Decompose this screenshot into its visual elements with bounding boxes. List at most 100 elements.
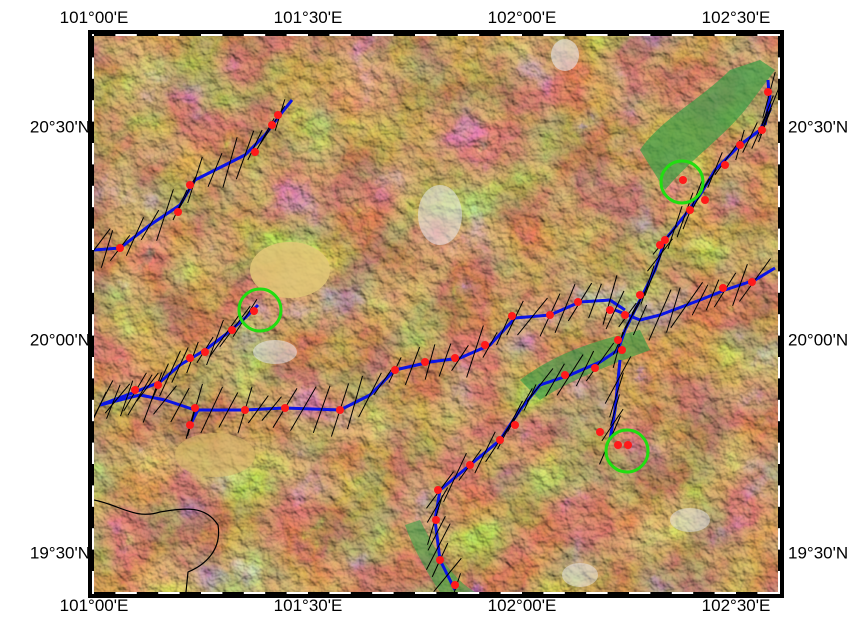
orientation-bar (691, 284, 709, 316)
orientation-bar (682, 180, 703, 230)
lat-label-right-1: 20°30'N (788, 117, 849, 137)
frame-tick (778, 121, 784, 143)
orientation-bar (170, 387, 190, 423)
orientation-bar (94, 380, 114, 418)
frame-tick (88, 421, 94, 443)
orientation-bar (624, 301, 641, 329)
orientation-bar (94, 228, 111, 251)
sample-point (451, 354, 459, 362)
frame-tick (88, 549, 94, 571)
sample-point (546, 311, 554, 319)
orientation-bar (466, 325, 484, 378)
frame-tick (778, 207, 784, 229)
lon-label-top-4: 102°30'E (701, 8, 771, 27)
frame-tick (522, 592, 544, 598)
orientation-bar (140, 209, 160, 241)
orientation-bar (666, 287, 681, 333)
orientation-bar (602, 275, 618, 325)
sample-point (511, 421, 519, 429)
sample-point (421, 358, 429, 366)
orientation-bar (235, 130, 255, 180)
orientation-bar (261, 396, 282, 421)
orientation-bar (496, 317, 509, 346)
sample-point (281, 404, 289, 412)
orientation-bar (206, 319, 224, 366)
frame-tick (479, 592, 501, 598)
orientation-bar (178, 176, 197, 209)
orientation-bar (222, 137, 238, 188)
orientation-bar (556, 354, 584, 396)
orientation-bar (159, 350, 181, 397)
frame-tick (88, 506, 94, 529)
lon-label-bottom-4: 102°30'E (701, 596, 771, 615)
frame-tick (222, 592, 244, 598)
sample-point (686, 206, 694, 214)
sample-point (656, 241, 664, 249)
highlight-circle (237, 287, 283, 333)
orientation-bar (670, 282, 703, 328)
orientation-bar (100, 230, 114, 268)
sample-point (268, 121, 276, 129)
orientation-bar (758, 107, 772, 143)
frame-tick (265, 30, 287, 36)
sample-point (636, 291, 644, 299)
orientation-bar (604, 356, 632, 404)
sample-point (451, 581, 459, 589)
orientation-bar (761, 95, 774, 125)
sample-point (508, 312, 516, 320)
sample-point (432, 516, 440, 524)
frame-tick (136, 592, 159, 598)
orientation-bar (707, 152, 723, 188)
lon-label-top-2: 101°30'E (273, 8, 343, 27)
frame-tick (778, 378, 784, 400)
frame-tick (88, 121, 94, 143)
sample-point (131, 386, 139, 394)
sample-point (186, 181, 194, 189)
lon-label-top-1: 101°00'E (59, 8, 129, 27)
orientation-bar (438, 343, 452, 377)
orientation-bar (247, 395, 269, 424)
sample-point (496, 436, 504, 444)
frame-tick (308, 30, 330, 36)
sample-point (748, 278, 756, 286)
lon-label-bottom-1: 101°00'E (59, 596, 129, 615)
orientation-bar (426, 487, 449, 523)
frame-tick (88, 207, 94, 229)
highlight-circles (237, 159, 705, 474)
sample-point (614, 441, 622, 449)
frame-tick (778, 549, 784, 571)
orientation-bar (142, 372, 163, 423)
sample-point (228, 326, 236, 334)
sample-point (250, 307, 258, 315)
frame-tick (693, 592, 715, 598)
lat-label-left-1: 20°30'N (29, 117, 90, 137)
frame-tick (393, 592, 415, 598)
sample-point (621, 311, 629, 319)
sample-point (661, 236, 669, 244)
orientation-bar (373, 369, 392, 396)
frame-tick (94, 592, 116, 598)
orientation-bar (554, 283, 576, 334)
frame-tick (778, 506, 784, 529)
frame-tick (693, 30, 715, 36)
orientation-bar (451, 345, 469, 371)
lat-label-left-3: 19°30'N (29, 543, 90, 563)
frame-tick (778, 78, 784, 101)
frame-tick (522, 30, 544, 36)
orientation-bar (219, 305, 251, 348)
sample-point (154, 381, 162, 389)
orientation-bar (312, 385, 331, 433)
orientation-bar (156, 189, 174, 241)
frame-tick (350, 30, 373, 36)
sample-point (251, 148, 259, 156)
orientation-bar (153, 385, 177, 415)
orientation-bar (453, 573, 462, 592)
sample-point (679, 176, 687, 184)
frame-tick (88, 36, 94, 58)
sample-point (591, 364, 599, 372)
orientation-bar (247, 129, 263, 161)
border-line (94, 499, 220, 592)
orientation-bar (136, 372, 159, 402)
orientation-bar (705, 279, 720, 311)
